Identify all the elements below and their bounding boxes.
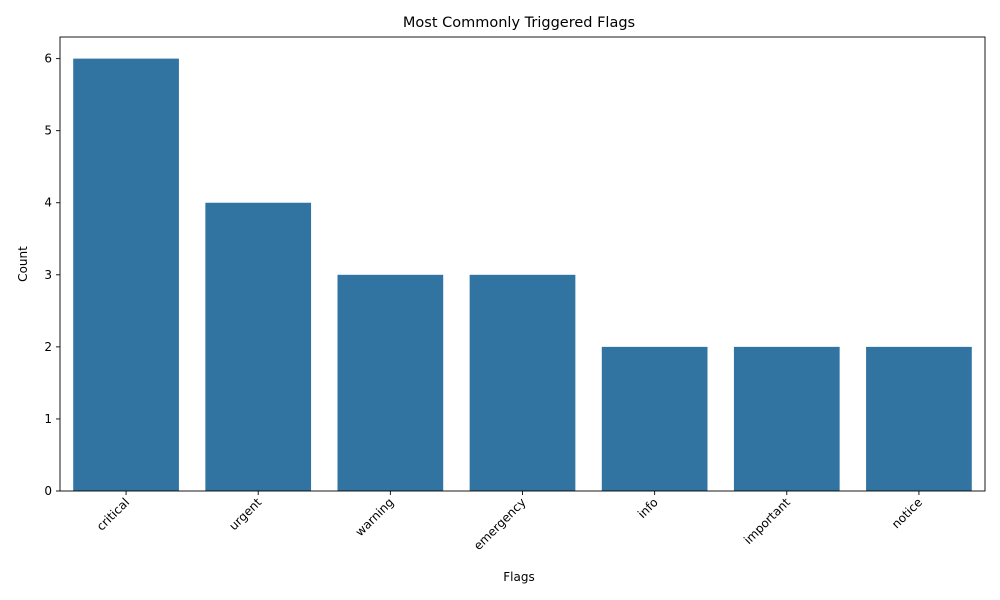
- x-tick-label: important: [741, 495, 793, 547]
- y-tick-label: 6: [44, 52, 52, 66]
- y-tick-label: 0: [44, 484, 52, 498]
- bar-urgent: [205, 202, 312, 491]
- y-tick-label: 1: [44, 412, 52, 426]
- x-tick-label: urgent: [226, 495, 264, 533]
- y-tick-label: 4: [44, 196, 52, 210]
- bars-group: [73, 58, 972, 491]
- bar-warning: [337, 274, 444, 491]
- chart-title: Most Commonly Triggered Flags: [403, 15, 635, 31]
- y-tick-label: 5: [44, 124, 52, 138]
- y-axis-ticks: 0 1 2 3 4 5 6: [44, 52, 60, 498]
- x-axis-label: Flags: [503, 570, 534, 584]
- x-tick-label: info: [635, 495, 661, 521]
- bar-important: [733, 346, 840, 491]
- y-tick-label: 2: [44, 340, 52, 354]
- bar-notice: [866, 346, 972, 491]
- bar-critical: [73, 58, 179, 491]
- x-tick-label: notice: [889, 495, 925, 531]
- x-tick-label: critical: [94, 495, 132, 533]
- x-axis-ticks: critical urgent warning emergency info import…: [94, 491, 925, 553]
- y-tick-label: 3: [44, 268, 52, 282]
- bar-info: [601, 346, 708, 491]
- plot-frame: [59, 36, 986, 492]
- bar-emergency: [469, 274, 576, 491]
- x-tick-label: warning: [353, 495, 397, 539]
- y-axis-label: Count: [16, 246, 30, 282]
- x-tick-label: emergency: [471, 495, 529, 553]
